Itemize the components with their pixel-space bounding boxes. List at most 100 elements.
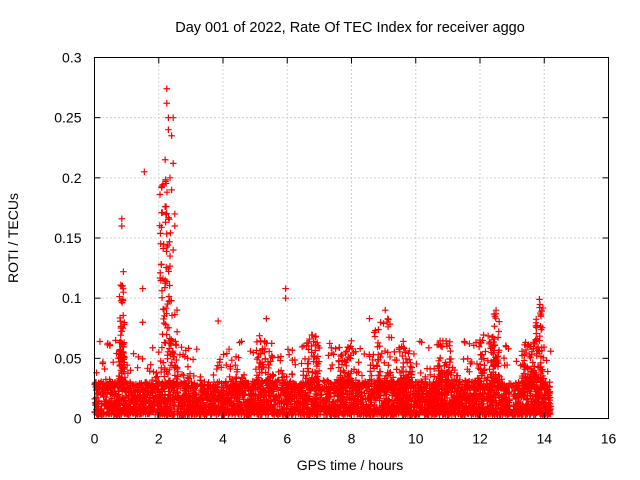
data-point: [334, 396, 342, 404]
data-point: [377, 392, 384, 399]
data-point: [358, 398, 366, 406]
data-point: [161, 156, 169, 164]
data-point: [367, 402, 374, 410]
data-point: [149, 344, 156, 352]
data-point: [513, 358, 520, 365]
data-point: [380, 320, 387, 327]
data-point: [356, 345, 364, 352]
data-point: [169, 160, 177, 167]
data-point: [163, 324, 171, 332]
data-point: [193, 345, 201, 353]
data-point: [376, 395, 383, 402]
data-point: [210, 371, 217, 379]
x-tick-label: 2: [155, 431, 163, 447]
data-point: [265, 398, 272, 405]
data-point: [170, 402, 177, 409]
y-tick-label: 0.3: [62, 50, 82, 66]
data-point: [228, 356, 236, 364]
data-point: [495, 318, 503, 325]
data-point: [203, 397, 211, 404]
data-point: [109, 358, 117, 366]
data-point: [256, 332, 263, 340]
data-point: [213, 365, 221, 373]
data-point: [491, 322, 498, 330]
data-point: [413, 360, 420, 368]
data-point: [328, 361, 336, 369]
data-point: [462, 399, 470, 407]
data-point: [391, 392, 399, 400]
data-point: [417, 369, 424, 377]
y-tick-label: 0.15: [54, 230, 81, 246]
data-point: [140, 168, 148, 176]
data-point: [173, 328, 181, 336]
data-point: [142, 398, 149, 406]
data-point: [171, 210, 179, 218]
data-point: [156, 269, 164, 277]
data-point: [313, 391, 321, 398]
data-point: [292, 361, 299, 368]
data-point: [163, 99, 171, 107]
data-point: [147, 361, 155, 368]
data-point: [150, 368, 157, 376]
data-point: [371, 333, 379, 340]
data-point: [120, 268, 127, 275]
y-tick-label: 0.05: [54, 350, 81, 366]
y-tick-labels: 00.050.10.150.20.250.3: [54, 50, 81, 427]
data-point: [462, 389, 469, 396]
data-point: [183, 393, 191, 400]
data-point: [153, 369, 160, 377]
data-point: [495, 328, 503, 335]
x-tick-label: 14: [536, 431, 552, 447]
data-point: [169, 246, 177, 254]
data-point: [327, 365, 335, 372]
data-point: [312, 390, 319, 398]
grid: [94, 57, 609, 419]
data-point: [165, 388, 172, 395]
data-point: [536, 296, 543, 303]
data-point: [461, 339, 469, 347]
data-point: [167, 229, 174, 237]
data-point: [134, 364, 141, 371]
data-point: [285, 351, 293, 358]
data-point: [532, 322, 540, 330]
data-point: [166, 262, 174, 270]
data-point: [532, 316, 540, 323]
data-point: [156, 191, 164, 198]
data-point: [480, 331, 487, 339]
data-point: [547, 406, 554, 413]
data-point: [163, 230, 171, 238]
data-point: [366, 315, 373, 322]
y-tick-label: 0.1: [62, 290, 82, 306]
y-tick-label: 0.2: [62, 170, 82, 186]
data-point: [139, 285, 146, 292]
data-point: [118, 222, 126, 230]
data-point: [157, 230, 164, 237]
data-point: [159, 330, 166, 338]
data-point: [166, 252, 174, 260]
data-point: [220, 351, 227, 358]
data-point: [184, 363, 192, 371]
data-point: [161, 203, 169, 210]
data-point: [165, 126, 172, 133]
data-point: [191, 389, 198, 397]
data-point: [154, 373, 161, 380]
data-point: [298, 360, 305, 367]
data-point: [537, 312, 545, 320]
data-point: [214, 317, 222, 325]
data-point: [282, 285, 289, 292]
data-point: [393, 356, 400, 364]
data-point: [305, 368, 312, 375]
data-point: [130, 350, 137, 357]
data-point: [332, 345, 339, 353]
data-point: [139, 318, 146, 326]
data-point: [118, 328, 126, 335]
data-point: [425, 344, 433, 352]
data-point: [371, 394, 379, 402]
data-point: [284, 346, 292, 353]
data-point: [495, 392, 502, 400]
x-tick-label: 4: [219, 431, 227, 447]
y-axis-label: ROTI / TECUs: [5, 193, 21, 283]
x-tick-label: 10: [408, 431, 424, 447]
data-point: [381, 306, 389, 314]
